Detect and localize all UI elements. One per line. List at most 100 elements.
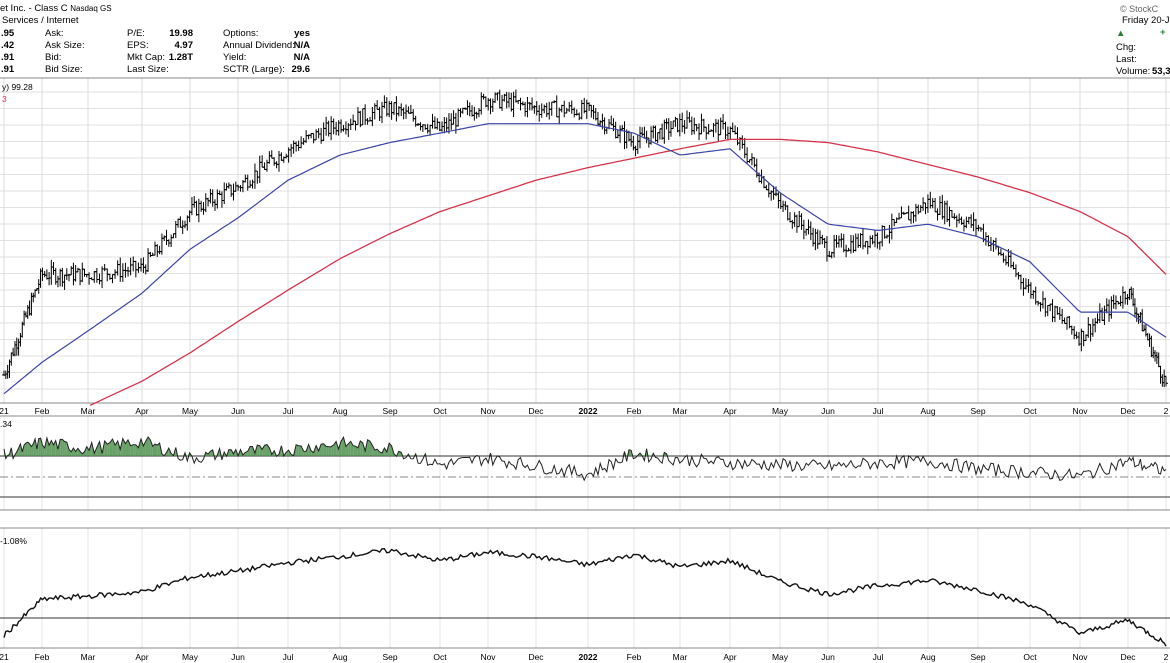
rsi-fill-segment — [250, 446, 253, 456]
rsi-fill-segment — [341, 437, 344, 456]
rsi-fill-segment — [109, 439, 113, 456]
x-tick-label: May — [182, 652, 199, 662]
relative-strength-line — [3, 547, 1167, 647]
options-value: yes — [294, 28, 310, 39]
chg-label: Chg: — [1116, 42, 1137, 53]
x-tick-label: Mar — [673, 406, 688, 416]
rsi-fill-segment — [107, 442, 110, 456]
price-value: .95 — [1, 28, 15, 39]
rsi-fill-segment — [128, 439, 131, 456]
rsi-fill-segment — [389, 443, 392, 456]
ma200-legend: 3 — [2, 94, 7, 104]
watermark: © StockC — [1120, 4, 1159, 14]
rsi-fill-segment — [333, 441, 337, 456]
rsi-fill-segment — [69, 449, 72, 456]
relative-legend: -1.08% — [0, 536, 27, 546]
volume-value: 53,3 — [1152, 66, 1170, 77]
x-tick-label: Mar — [81, 652, 96, 662]
rsi-fill-segment — [321, 443, 324, 456]
rsi-fill-segment — [228, 449, 232, 456]
rsi-fill-segment — [247, 446, 251, 456]
x-tick-label: Apr — [723, 406, 736, 416]
x-tick-label: Dec — [528, 652, 544, 662]
x-tick-label: Apr — [723, 652, 736, 662]
rsi-fill-segment — [372, 445, 375, 456]
x-axis-main: 21 Feb Mar Apr May Jun Jul Aug Sep Oct Nov Dec 2022 F… — [0, 406, 1169, 416]
exchange-name: Nasdaq GS — [70, 4, 112, 13]
rsi-fill-segment — [331, 444, 334, 456]
x-tick-label: Sep — [382, 406, 397, 416]
rsi-fill-segment — [152, 444, 155, 456]
yield-label: Yield: — [223, 52, 247, 63]
rsi-fill-segment — [117, 441, 121, 456]
x-tick-label: Dec — [1120, 652, 1136, 662]
x-tick-label: Jun — [821, 652, 835, 662]
rsi-legend: .34 — [0, 419, 12, 429]
rsi-fill-segment — [355, 446, 358, 456]
x-tick-label: Aug — [920, 406, 935, 416]
x-tick-label: Jun — [821, 406, 835, 416]
pe-label: P/E: — [127, 28, 145, 39]
x-tick-label: 2 — [1164, 406, 1169, 416]
last-size-label: Last Size: — [127, 64, 169, 75]
rsi-fill-segment — [40, 438, 43, 456]
x-tick-label: Dec — [528, 406, 544, 416]
rsi-fill-segment — [343, 437, 346, 456]
x-tick-label: Feb — [627, 406, 642, 416]
rsi-fill-segment — [348, 441, 351, 456]
rsi-fill-segment — [38, 438, 41, 456]
rsi-fill-segment — [60, 439, 63, 456]
rsi-fill-segment — [328, 446, 332, 456]
x-tick-label: Oct — [1023, 652, 1037, 662]
x-tick-label: 21 — [0, 652, 9, 662]
rsi-fill-segment — [138, 438, 142, 456]
x-tick-label: Apr — [135, 652, 148, 662]
rsi-fill-segment — [345, 443, 349, 456]
ma50-line — [3, 123, 1167, 395]
x-tick-label: Jul — [873, 652, 884, 662]
rsi-fill-segment — [46, 437, 50, 456]
rsi-fill-segment — [104, 440, 108, 456]
rsi-fill-segment — [24, 443, 26, 456]
x-tick-label: May — [772, 406, 789, 416]
rsi-fill-segment — [326, 446, 329, 456]
x-tick-label: Feb — [35, 652, 50, 662]
bid-label: Bid: — [45, 52, 62, 63]
rsi-fill-segment — [75, 448, 78, 456]
price-legend: y) 99.28 — [2, 82, 33, 92]
yield-value: N/A — [293, 52, 310, 63]
x-tick-label: May — [772, 652, 789, 662]
dividend-label: Annual Dividend: — [223, 40, 295, 51]
rsi-fill-segment — [125, 439, 129, 456]
rsi-fill-segment — [303, 451, 307, 456]
price-value: .42 — [1, 40, 15, 51]
sctr-label: SCTR (Large): — [223, 64, 285, 75]
x-tick-label: Jun — [231, 652, 245, 662]
x-tick-label: Nov — [1072, 652, 1088, 662]
x-tick-label: Aug — [332, 652, 347, 662]
x-tick-label: May — [182, 406, 199, 416]
x-tick-label: 21 — [0, 406, 9, 416]
x-tick-label: Jul — [283, 406, 294, 416]
rsi-fill-segment — [257, 445, 260, 456]
rsi-fill-segment — [628, 449, 632, 456]
price-bars — [2, 89, 1168, 388]
eps-label: EPS: — [127, 40, 149, 51]
rsi-fill-segment — [286, 450, 289, 456]
x-tick-label: Nov — [480, 652, 496, 662]
up-arrow-icon: ▲ — [1116, 28, 1126, 39]
rsi-fill-segment — [133, 444, 136, 456]
rsi-fill-segment — [62, 439, 65, 456]
x-tick-label: Nov — [1072, 406, 1088, 416]
rsi-fill-segment — [130, 444, 134, 456]
x-tick-label: Sep — [970, 406, 985, 416]
x-tick-label: Aug — [920, 652, 935, 662]
rsi-fill-segment — [353, 445, 356, 456]
rsi-fill-segment — [259, 445, 263, 456]
rsi-fill-segment — [96, 441, 100, 456]
rsi-fill-segment — [31, 444, 34, 456]
options-label: Options: — [223, 28, 259, 39]
dividend-value: N/A — [293, 40, 310, 51]
x-tick-label: Feb — [35, 406, 50, 416]
rsi-fill-segment — [154, 444, 158, 456]
